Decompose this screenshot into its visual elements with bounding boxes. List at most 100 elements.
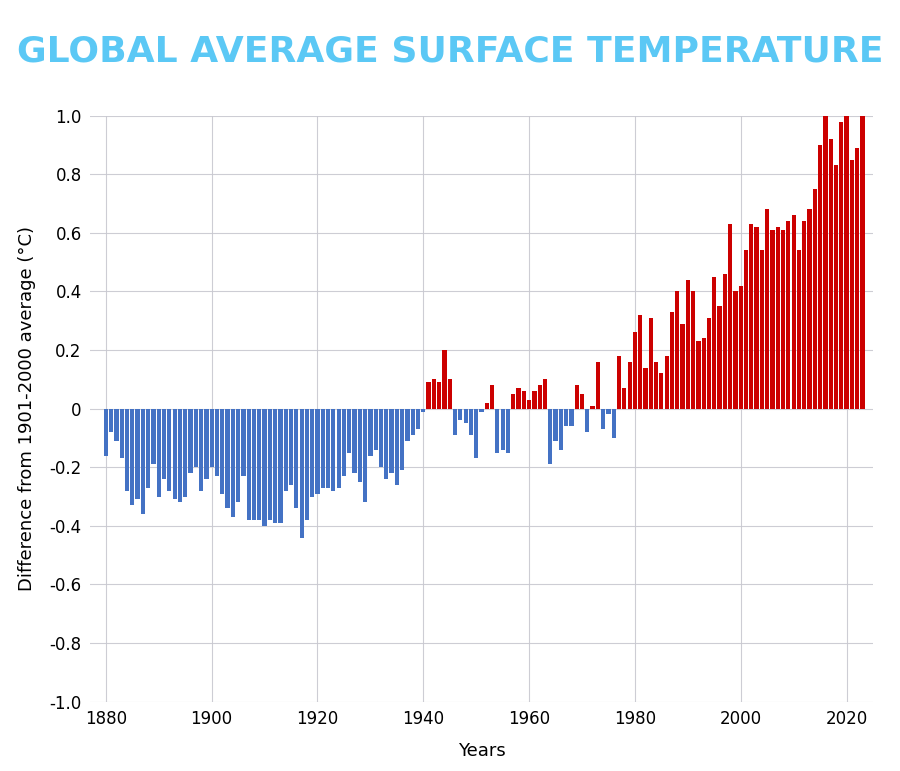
Bar (136, 409, 140, 500)
Bar (210, 409, 214, 467)
Bar (554, 409, 558, 441)
Bar (315, 409, 320, 493)
Bar (284, 409, 288, 490)
Bar (564, 409, 568, 426)
Bar (140, 409, 145, 514)
Bar (268, 409, 272, 520)
Bar (543, 379, 547, 409)
Bar (342, 409, 346, 476)
Bar (706, 318, 711, 409)
Bar (146, 409, 150, 488)
Bar (728, 224, 733, 409)
Bar (162, 409, 166, 479)
Bar (464, 409, 468, 423)
Bar (570, 409, 573, 426)
Bar (458, 409, 463, 420)
Bar (114, 409, 119, 441)
Bar (410, 409, 415, 435)
Bar (697, 342, 700, 409)
Bar (850, 160, 854, 409)
Bar (363, 409, 367, 503)
Bar (824, 113, 827, 409)
Bar (522, 391, 526, 409)
Bar (660, 373, 663, 409)
Bar (194, 409, 198, 467)
Bar (649, 318, 652, 409)
Bar (654, 362, 658, 409)
Bar (532, 391, 536, 409)
Bar (432, 379, 436, 409)
Bar (839, 122, 843, 409)
Bar (421, 409, 426, 412)
Bar (199, 409, 203, 490)
Bar (230, 409, 235, 517)
Bar (691, 291, 695, 409)
Bar (384, 409, 389, 479)
Bar (590, 406, 595, 409)
Bar (580, 394, 584, 409)
Bar (273, 409, 277, 523)
Bar (675, 291, 680, 409)
Bar (537, 386, 542, 409)
Bar (173, 409, 176, 500)
Bar (469, 409, 473, 435)
Bar (734, 291, 738, 409)
Bar (331, 409, 336, 490)
Bar (357, 409, 362, 482)
Bar (379, 409, 383, 467)
Bar (506, 409, 510, 453)
Bar (337, 409, 341, 488)
Bar (443, 350, 446, 409)
Bar (616, 356, 621, 409)
Bar (252, 409, 256, 520)
Bar (760, 251, 764, 409)
Bar (585, 409, 590, 432)
Bar (802, 221, 806, 409)
Bar (305, 409, 309, 520)
Bar (517, 388, 521, 409)
Bar (437, 382, 441, 409)
Bar (702, 338, 706, 409)
Bar (860, 66, 865, 409)
Bar (527, 400, 531, 409)
Bar (310, 409, 314, 497)
Bar (787, 221, 790, 409)
Bar (754, 227, 759, 409)
Bar (680, 324, 685, 409)
Bar (770, 230, 775, 409)
Bar (490, 386, 494, 409)
Bar (717, 306, 722, 409)
Bar (120, 409, 124, 459)
Bar (548, 409, 553, 464)
Bar (157, 409, 161, 497)
Bar (844, 109, 849, 409)
Bar (427, 382, 431, 409)
Bar (829, 139, 833, 409)
Bar (818, 145, 823, 409)
Bar (167, 409, 172, 490)
Bar (416, 409, 420, 429)
Bar (263, 409, 266, 526)
Bar (188, 409, 193, 473)
Bar (855, 148, 860, 409)
Bar (495, 409, 500, 453)
Bar (178, 409, 182, 503)
Bar (204, 409, 209, 479)
Bar (241, 409, 246, 476)
Bar (247, 409, 251, 520)
Bar (347, 409, 351, 453)
Bar (723, 274, 727, 409)
Bar (627, 362, 632, 409)
Bar (664, 356, 669, 409)
Bar (125, 409, 130, 490)
Bar (368, 409, 373, 456)
Bar (744, 251, 748, 409)
Bar (326, 409, 330, 488)
Bar (300, 409, 303, 537)
Bar (644, 368, 648, 409)
Bar (183, 409, 187, 497)
Bar (601, 409, 606, 429)
Bar (225, 409, 230, 508)
Y-axis label: Difference from 1901-2000 average (°C): Difference from 1901-2000 average (°C) (17, 226, 35, 591)
Bar (151, 409, 156, 464)
